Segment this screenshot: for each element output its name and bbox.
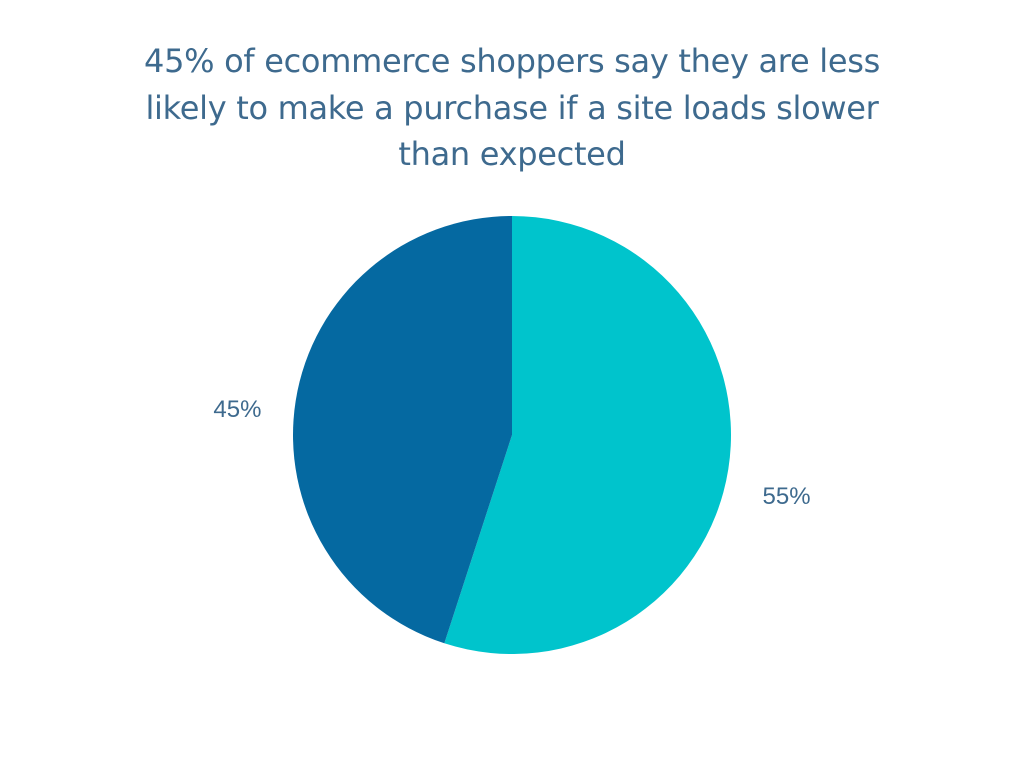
- data-label: 45%: [213, 396, 261, 423]
- pie-slice: [444, 216, 732, 655]
- pie-slice: [293, 216, 512, 644]
- chart-title: 45% of ecommerce shoppers say they are l…: [144, 42, 880, 173]
- data-label: 55%: [763, 483, 811, 510]
